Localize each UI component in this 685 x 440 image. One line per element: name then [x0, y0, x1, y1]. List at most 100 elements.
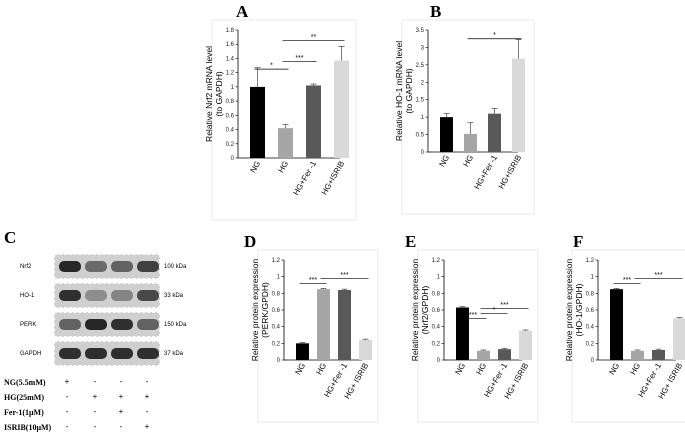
blot-protein-label: Nrf2	[20, 264, 32, 270]
significance-label: **	[311, 34, 317, 41]
significance-label: ***	[500, 302, 508, 309]
bar-1	[278, 128, 293, 158]
category-label: NG	[293, 362, 307, 377]
y-tick-label: 1.2	[432, 258, 441, 264]
y-axis-title: Relative Nrf2 mRNA level	[204, 46, 214, 142]
bar-0	[440, 117, 453, 152]
blot-band	[111, 261, 133, 272]
blot-band	[59, 319, 81, 330]
bar-2	[488, 113, 501, 152]
bar-1	[477, 350, 490, 360]
y-axis-title: (HO-1/GPDH)	[574, 283, 584, 336]
significance-label: ***	[654, 272, 662, 279]
y-tick-label: 0.8	[226, 99, 235, 105]
category-label: NG	[248, 160, 262, 175]
y-tick-label: 1	[437, 275, 441, 281]
treatment-sign: -	[93, 407, 97, 416]
bar-3	[512, 58, 525, 152]
y-axis-title: Relative protein expression	[410, 258, 420, 361]
y-tick-label: 2.5	[416, 63, 425, 69]
blot-band	[137, 348, 159, 359]
treatment-sign: -	[65, 422, 69, 431]
y-tick-label: 1.6	[226, 42, 235, 48]
y-tick-label: 0.4	[226, 128, 235, 134]
significance-label: *	[493, 307, 496, 314]
y-tick-label: 3.5	[416, 28, 425, 34]
blot-band	[137, 290, 159, 301]
category-label: HG+Fer -1	[291, 159, 318, 197]
y-tick-label: 0.2	[586, 341, 595, 347]
blot-kda-label: 100 kDa	[164, 264, 187, 270]
blot-band	[137, 261, 159, 272]
significance-label: ***	[340, 272, 348, 279]
blot-band	[111, 319, 133, 330]
significance-label: *	[270, 63, 273, 70]
treatment-sign: -	[145, 407, 149, 416]
y-tick-label: 0.8	[272, 291, 281, 297]
treatment-sign: +	[144, 422, 150, 431]
significance-label: ***	[623, 277, 631, 284]
bar-3	[334, 60, 349, 159]
panel-frame	[571, 249, 685, 423]
y-tick-label: 0.2	[226, 142, 235, 148]
y-tick-label: 0	[231, 156, 235, 162]
bar-2	[498, 349, 511, 360]
bar-2	[338, 290, 351, 360]
treatment-sign: -	[119, 422, 123, 431]
panel-frame	[257, 249, 379, 423]
panel-frame	[417, 249, 539, 423]
bar-2	[652, 350, 665, 360]
panel-letter-c: C	[4, 228, 17, 247]
significance-label: ***	[295, 55, 303, 62]
panel-letter-b: B	[430, 2, 442, 21]
y-tick-label: 1.4	[226, 56, 235, 62]
panel-frame	[401, 19, 535, 215]
significance-label: ***	[469, 312, 477, 319]
treatment-label: Fer-1(1μM)	[4, 408, 44, 417]
bar-0	[250, 86, 265, 158]
category-label: HG	[474, 362, 488, 377]
blot-row-nrf2	[54, 254, 160, 279]
treatment-sign: -	[119, 377, 123, 386]
bar-1	[631, 350, 644, 360]
y-axis-title: (to GAPDH)	[214, 71, 224, 117]
treatment-sign: -	[145, 377, 149, 386]
western-blot: Nrf2 100 kDa HO-1 33 kDa PERK 150 kDa GAPDH 37 …	[20, 254, 186, 370]
y-tick-label: 1.2	[272, 258, 281, 264]
y-tick-label: 0	[591, 358, 595, 364]
y-tick-label: 0	[277, 358, 281, 364]
treatment-sign: +	[118, 392, 124, 401]
treatment-sign: -	[65, 407, 69, 416]
bar-3	[673, 318, 685, 360]
y-tick-label: 0.6	[272, 308, 281, 314]
blot-row-perk	[54, 312, 160, 337]
blot-row-ho-1	[54, 283, 160, 308]
treatment-sign: +	[144, 392, 150, 401]
y-tick-label: 1	[231, 85, 235, 91]
y-tick-label: 0.4	[272, 325, 281, 331]
panel-letter-e: E	[405, 232, 417, 251]
y-axis-title: (PERK/GPDH)	[260, 282, 270, 338]
category-label: HG	[276, 160, 290, 175]
category-label: HG	[628, 362, 642, 377]
category-label: HG+Fer -1	[472, 153, 499, 191]
y-tick-label: 0.8	[432, 291, 441, 297]
treatment-label: NG(5.5mM)	[4, 378, 46, 387]
blot-kda-label: 150 kDa	[164, 322, 187, 328]
blot-row-gapdh	[54, 341, 160, 366]
y-axis-title: Relative protein expression	[564, 258, 574, 361]
category-label: NG	[607, 362, 621, 377]
y-tick-label: 1	[591, 275, 595, 281]
treatment-sign: +	[64, 377, 70, 386]
y-tick-label: 1.2	[586, 258, 595, 264]
chart-a-nrf2-mrna: 0 0.2 0.4 0.6 0.8 1 1.2 1.4 1.6 1.8 NG HG HG+Fer -1 H…	[204, 19, 357, 221]
blot-band	[85, 290, 107, 301]
treatment-label: ISRIB(10μM)	[4, 423, 52, 432]
bar-1	[464, 133, 477, 152]
blot-protein-label: GAPDH	[20, 351, 42, 357]
panel-letter-d: D	[244, 232, 257, 251]
y-tick-label: 0.4	[586, 325, 595, 331]
y-tick-label: 1.8	[226, 28, 235, 34]
